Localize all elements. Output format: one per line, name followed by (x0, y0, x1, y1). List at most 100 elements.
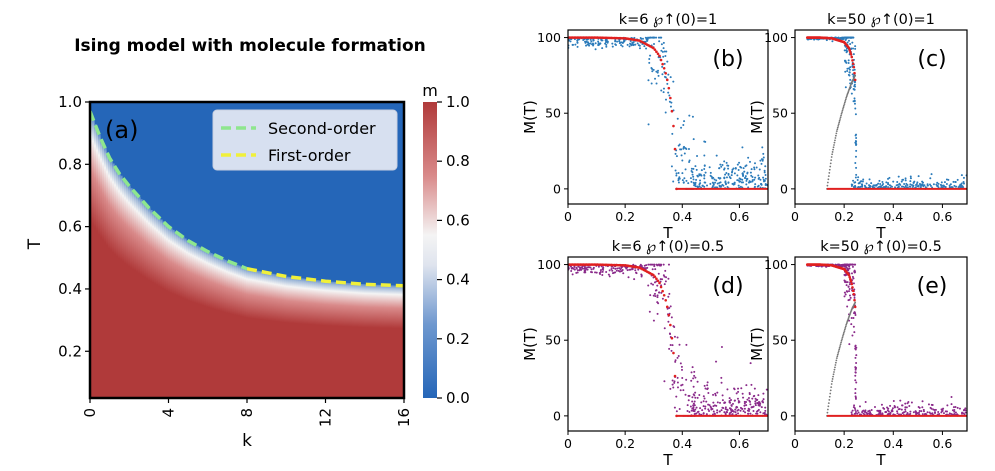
scatter-point (845, 36, 848, 39)
heatmap-column (314, 279, 317, 398)
scatter-point (706, 184, 709, 187)
x-axis-label: T (875, 451, 886, 469)
scatter-point (942, 185, 945, 188)
scatter-point (744, 175, 747, 178)
scatter-point (707, 408, 710, 411)
scatter-point (575, 271, 578, 274)
scatter-point (694, 408, 697, 411)
scatter-point (569, 265, 572, 268)
unstable-branch-point (835, 132, 838, 135)
scatter-point (605, 270, 608, 273)
heatmap-column (180, 235, 183, 398)
scatter-point (853, 296, 856, 299)
scatter-point (692, 377, 695, 380)
scatter-point (677, 179, 680, 182)
unstable-branch-point (839, 345, 842, 347)
scatter-point (588, 266, 591, 269)
scatter-point (614, 39, 617, 42)
unstable-branch-point (826, 184, 829, 187)
scatter-point (665, 276, 668, 279)
heatmap-column (264, 272, 267, 398)
scatter-point (674, 169, 677, 172)
scatter-point (687, 399, 690, 402)
scatter-point (707, 391, 710, 394)
scatter-point (676, 336, 679, 339)
scatter-point (862, 178, 865, 181)
panel-title: k=6 ℘↑(0)=0.5 (612, 239, 724, 255)
scatter-point (719, 163, 722, 166)
scatter-point (753, 178, 756, 181)
heatmap-column (384, 285, 387, 398)
heatmap-column (282, 275, 285, 398)
scatter-point (898, 408, 901, 411)
scatter-point (611, 42, 614, 45)
scatter-point (868, 412, 871, 415)
scatter-point (679, 148, 682, 151)
scatter-point (843, 49, 846, 52)
heatmap-column (226, 260, 229, 398)
scatter-point (664, 280, 667, 283)
scatter-point (614, 271, 617, 274)
scatter-point (852, 100, 855, 103)
scatter-point (750, 174, 753, 177)
scatter-point (748, 180, 751, 183)
heatmap-column (92, 118, 95, 398)
scatter-point (854, 374, 857, 377)
scatter-point (892, 400, 895, 403)
heatmap-column (218, 256, 221, 398)
scatter-point (846, 70, 849, 73)
scatter-point (926, 184, 929, 187)
scatter-point (648, 36, 651, 39)
scatter-point (843, 263, 846, 266)
unstable-branch-point (829, 162, 832, 165)
scatter-point (854, 134, 857, 137)
theory-curve-point (849, 53, 853, 56)
scatter-point (917, 184, 920, 187)
scatter-point (854, 387, 857, 390)
scatter-point (903, 186, 906, 189)
scatter-point (675, 155, 678, 158)
unstable-branch-point (836, 353, 839, 356)
scatter-point (753, 168, 756, 171)
theory-curve-point (847, 46, 851, 50)
scatter-point (901, 412, 904, 415)
heatmap-column (144, 203, 147, 398)
heatmap-column (258, 271, 261, 398)
scatter-point (844, 59, 847, 62)
scatter-point (604, 40, 607, 43)
theory-curve-point (653, 275, 657, 278)
scatter-point (850, 317, 853, 320)
scatter-point (655, 82, 658, 85)
panel-title: k=6 ℘↑(0)=1 (619, 12, 718, 28)
unstable-branch-point (826, 181, 829, 184)
scatter-point (614, 44, 617, 47)
scatter-point (933, 408, 936, 411)
scatter-point (853, 81, 856, 84)
heatmap-column (302, 278, 305, 398)
scatter-point (848, 265, 851, 268)
axes-frame (794, 29, 968, 205)
scatter-point (848, 263, 851, 266)
scatter-point (760, 162, 763, 165)
scatter-point (649, 54, 652, 57)
x-tick-label: 0.4 (672, 436, 692, 451)
scatter-point (659, 36, 662, 39)
scatter-point (750, 168, 753, 171)
scatter-point (764, 165, 767, 168)
scatter-point (727, 172, 730, 175)
heatmap-column (212, 254, 215, 398)
scatter-point (694, 185, 697, 188)
scatter-point (922, 181, 925, 184)
scatter-point (585, 44, 588, 47)
scatter-point (725, 171, 728, 174)
scatter-point (584, 267, 587, 270)
heatmap-column (224, 259, 227, 398)
unstable-branch-point (838, 348, 841, 351)
scatter-point (849, 78, 852, 81)
scatter-point (648, 57, 651, 60)
scatter-point (846, 281, 849, 284)
scatter-point (950, 403, 953, 406)
heatmap-column (354, 283, 357, 398)
heatmap-column (340, 282, 343, 398)
scatter-point (699, 407, 702, 410)
